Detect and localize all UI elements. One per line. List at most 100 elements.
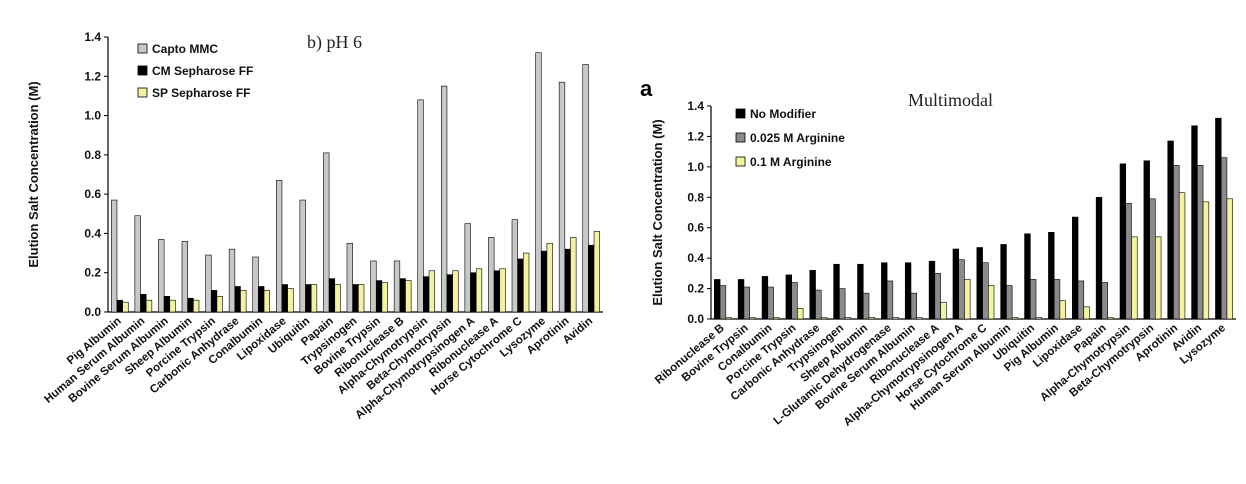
bar-0-1-m-arginine-lipoxidase [1083,306,1090,320]
y-axis-label: Elution Salt Concentration (M) [650,119,665,305]
bar-capto-mmc-aprotinin [558,81,566,313]
bar-capto-mmc-horse-cytochrome-c [511,219,518,313]
bar-sp-sepharose-ff-papain [334,284,341,313]
y-tick-label: 0.6 [687,221,704,235]
bar-0-1-m-arginine-human-serum-albumin [1011,317,1019,320]
bar-0-025-m-arginine-beta-chymotrypsin [1149,198,1156,320]
bar-0-025-m-arginine-alpha-chymotrypsinogen-a [958,259,965,320]
bar-no-modifier-ubiquitin [1024,233,1031,320]
bar-sp-sepharose-ff-aprotinin [570,237,577,313]
legend-label: 0.025 M Arginine [750,131,845,145]
bar-0-025-m-arginine-conalbumin [767,286,774,320]
bar-no-modifier-porcine-trypsin [785,274,792,320]
legend-swatch [735,108,746,119]
bar-0-1-m-arginine-lysozyme [1226,198,1233,320]
y-tick-label: 0.2 [687,282,704,296]
legend-label: CM Sepharose FF [152,64,253,78]
y-tick-label: 0.0 [687,312,704,326]
bar-sp-sepharose-ff-horse-cytochrome-c [523,252,530,313]
bar-cm-sepharose-ff-beta-chymotrypsin [446,274,453,313]
bar-0-025-m-arginine-ribonuclease-b [719,285,727,320]
bar-no-modifier-horse-cytochrome-c [976,247,983,320]
y-tick-label: 0.8 [84,148,101,162]
bar-capto-mmc-lipoxidase [275,180,283,313]
legend: No Modifier 0.025 M Arginine 0.1 M Arginin… [735,107,845,169]
bar-0-1-m-arginine-ribonuclease-b [725,317,732,320]
y-tick-label: 1.2 [687,129,704,143]
bar-0-025-m-arginine-lipoxidase [1077,280,1085,320]
bar-no-modifier-ribonuclease-b [714,279,721,320]
bar-capto-mmc-trypsinogen [346,242,353,313]
bar-no-modifier-aprotinin [1167,140,1174,320]
bars [111,52,600,313]
legend-swatch [137,65,148,76]
bar-sp-sepharose-ff-sheep-albumin [193,299,200,313]
bar-0-025-m-arginine-pig-albumin [1053,279,1061,320]
bar-sp-sepharose-ff-human-serum-albumin [145,299,153,313]
bar-no-modifier-trypsinogen [833,263,840,320]
bar-0-1-m-arginine-beta-chymotrypsin [1155,236,1162,320]
bar-sp-sepharose-ff-carbonic-anhydrase [240,290,247,313]
chart-title: Multimodal [908,90,993,110]
bar-sp-sepharose-ff-lipoxidase [287,288,294,313]
legend-swatch [735,132,746,143]
panel-letter: a [640,76,653,101]
legend-swatch [137,43,148,54]
bar-0-025-m-arginine-trypsinogen [839,288,846,320]
legend-label: No Modifier [750,107,816,121]
y-tick-label: 1.0 [84,109,101,123]
bar-0-1-m-arginine-alpha-chymotrypsinogen-a [964,279,971,320]
bar-sp-sepharose-ff-porcine-trypsin [216,295,223,313]
bar-0-1-m-arginine-porcine-trypsin [797,308,804,320]
bar-cm-sepharose-ff-ribonuclease-a [493,270,501,313]
bar-0-025-m-arginine-horse-cytochrome-c [982,262,989,320]
bar-0-1-m-arginine-ubiquitin [1035,317,1043,320]
bar-no-modifier-lipoxidase [1072,216,1079,320]
bar-sp-sepharose-ff-bovine-serum-albumin [169,299,176,313]
bar-sp-sepharose-ff-conalbumin [263,290,271,313]
bar-capto-mmc-carbonic-anhydrase [228,248,236,313]
y-tick-label: 0.4 [687,251,704,265]
bar-no-modifier-alpha-chymotrypsin [1119,163,1127,320]
bar-capto-mmc-papain [323,152,330,313]
bar-cm-sepharose-ff-alpha-chymotrypsinogen-a [470,272,477,313]
bar-cm-sepharose-ff-lipoxidase [281,284,288,313]
legend-label: Capto MMC [152,42,218,56]
bar-no-modifier-human-serum-albumin [1000,244,1007,320]
bar-capto-mmc-human-serum-albumin [134,215,141,313]
bar-no-modifier-bovine-serum-albumin [904,262,912,320]
bar-0-1-m-arginine-sheep-albumin [868,317,876,320]
bar-cm-sepharose-ff-horse-cytochrome-c [517,258,524,313]
y-tick-label: 1.2 [84,69,101,83]
bar-no-modifier-pig-albumin [1048,231,1055,320]
y-tick-label: 0.0 [84,305,101,319]
bar-0-1-m-arginine-alpha-chymotrypsin [1131,236,1138,320]
bar-no-modifier-alpha-chymotrypsinogen-a [952,248,960,320]
bar-sp-sepharose-ff-ribonuclease-a [499,268,506,313]
bar-capto-mmc-sheep-albumin [181,240,188,313]
bar-0-1-m-arginine-conalbumin [773,317,780,320]
y-tick-label: 1.4 [84,30,101,44]
bar-0-1-m-arginine-bovine-trypsin [749,317,756,320]
y-tick-label: 1.0 [687,160,704,174]
bar-sp-sepharose-ff-lysozyme [546,242,553,313]
bar-no-modifier-l-glutamic-dehydrogenase [881,262,888,320]
bar-0-025-m-arginine-ubiquitin [1030,279,1037,320]
legend-swatch [137,87,148,98]
bar-0-1-m-arginine-carbonic-anhydrase [820,317,828,320]
legend-label: 0.1 M Arginine [750,155,832,169]
bar-capto-mmc-ubiquitin [299,199,306,313]
bar-sp-sepharose-ff-avidin [593,231,600,313]
bar-capto-mmc-bovine-trypsin [370,260,377,313]
bar-capto-mmc-ribonuclease-b [393,260,401,313]
bar-no-modifier-ribonuclease-a [928,260,936,320]
bar-cm-sepharose-ff-ubiquitin [305,284,312,313]
bar-sp-sepharose-ff-ribonuclease-b [405,280,412,313]
bar-0-025-m-arginine-papain [1101,282,1108,320]
bar-0-025-m-arginine-avidin [1197,165,1204,320]
bar-0-1-m-arginine-l-glutamic-dehydrogenase [892,317,899,320]
bar-cm-sepharose-ff-avidin [588,244,595,313]
bar-0-1-m-arginine-trypsinogen [844,317,852,320]
bar-no-modifier-avidin [1191,125,1198,320]
